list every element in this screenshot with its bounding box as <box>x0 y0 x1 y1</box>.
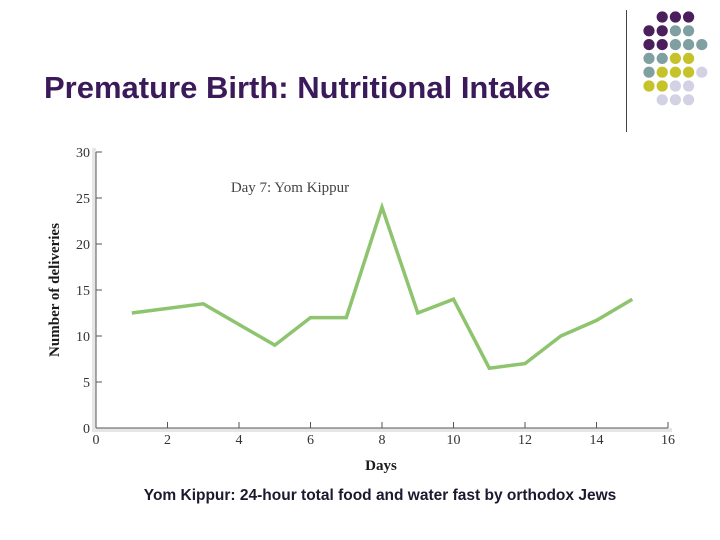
x-tick-label: 4 <box>236 433 243 448</box>
slide-title: Premature Birth: Nutritional Intake <box>44 70 551 105</box>
y-tick-label: 25 <box>76 192 90 207</box>
x-tick-label: 12 <box>518 433 532 448</box>
series-line <box>131 201 634 371</box>
chart-annotation: Day 7: Yom Kippur <box>231 180 349 196</box>
x-tick-label: 0 <box>93 433 100 448</box>
y-tick-label: 20 <box>76 238 90 253</box>
x-axis-ticks: 0 2 4 6 8 10 12 14 16 <box>93 422 675 448</box>
plot-frame <box>92 148 672 432</box>
y-tick-label: 0 <box>83 422 90 437</box>
y-axis-ticks: 0 5 10 15 20 25 30 <box>76 146 102 437</box>
x-axis-label: Days <box>365 458 397 474</box>
x-tick-label: 10 <box>447 433 461 448</box>
y-tick-label: 5 <box>83 376 90 391</box>
y-tick-label: 30 <box>76 146 90 161</box>
y-axis-shadow <box>92 148 96 432</box>
x-tick-label: 16 <box>661 433 675 448</box>
x-axis-shadow <box>92 428 672 432</box>
x-tick-label: 14 <box>590 433 604 448</box>
series-layer <box>131 201 634 371</box>
y-axis-label: Number of deliveries <box>47 223 63 357</box>
y-tick-label: 10 <box>76 330 90 345</box>
x-tick-label: 2 <box>164 433 171 448</box>
x-tick-label: 8 <box>379 433 386 448</box>
slide-caption: Yom Kippur: 24-hour total food and water… <box>143 487 617 504</box>
y-tick-label: 15 <box>76 284 90 299</box>
x-tick-label: 6 <box>307 433 314 448</box>
title-divider <box>626 10 627 132</box>
